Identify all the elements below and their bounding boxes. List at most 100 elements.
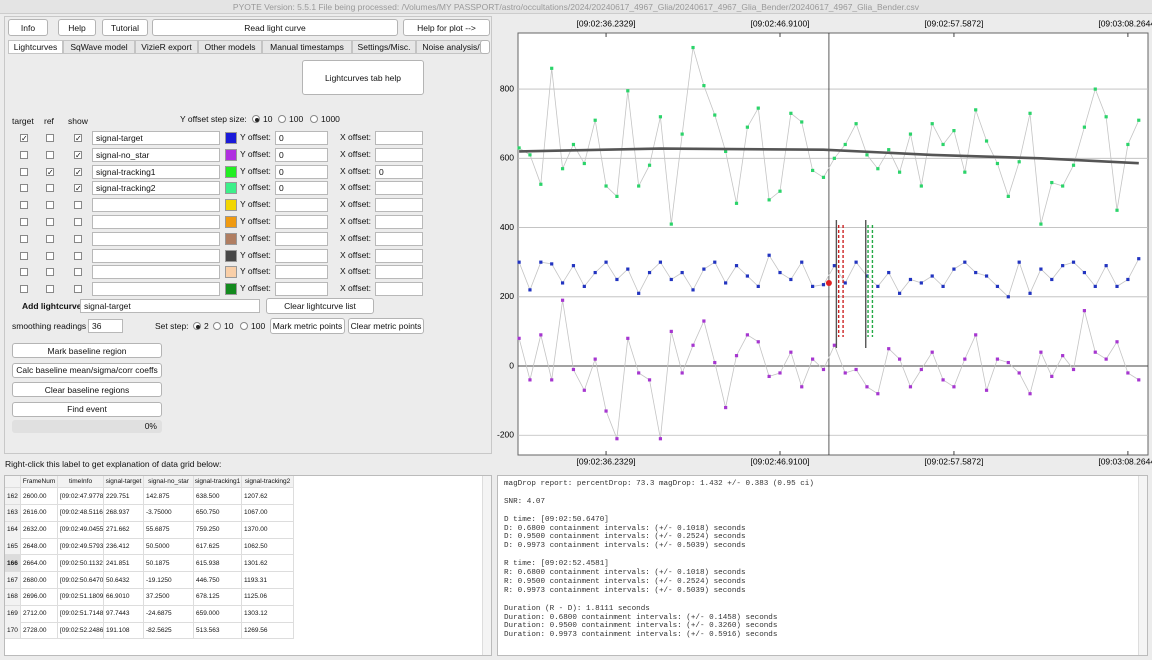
- checkbox[interactable]: [20, 150, 28, 159]
- grid-cell[interactable]: 1303.12: [242, 605, 294, 623]
- clear-metric-button[interactable]: Clear metric points: [348, 318, 424, 334]
- grid-cell[interactable]: 759.250: [194, 521, 242, 539]
- grid-cell[interactable]: 513.563: [194, 622, 242, 640]
- x-offset-input[interactable]: [375, 265, 423, 280]
- grid-cell[interactable]: 271.662: [104, 521, 144, 539]
- grid-cell[interactable]: 1301.62: [242, 555, 294, 573]
- grid-cell[interactable]: 229.751: [104, 488, 144, 505]
- color-swatch[interactable]: [225, 283, 237, 296]
- y-offset-input[interactable]: [275, 248, 328, 263]
- checkbox[interactable]: [46, 184, 54, 193]
- grid-cell[interactable]: 2680.00: [21, 572, 58, 589]
- x-offset-input[interactable]: [375, 248, 423, 263]
- color-swatch[interactable]: [225, 266, 237, 279]
- x-offset-input[interactable]: [375, 181, 423, 196]
- curve-name[interactable]: [92, 248, 220, 263]
- checkbox[interactable]: ✓: [74, 150, 82, 160]
- x-offset-input[interactable]: [375, 147, 423, 162]
- checkbox[interactable]: [20, 184, 28, 193]
- radio[interactable]: [252, 115, 260, 123]
- checkbox[interactable]: [20, 268, 28, 277]
- tab-scroll[interactable]: [480, 40, 490, 54]
- curve-name[interactable]: [92, 198, 220, 213]
- grid-cell[interactable]: 2632.00: [21, 521, 58, 539]
- radio[interactable]: [213, 322, 221, 330]
- checkbox[interactable]: [46, 201, 54, 210]
- checkbox[interactable]: [20, 285, 28, 294]
- grid-cell[interactable]: 191.108: [104, 622, 144, 640]
- curve-name[interactable]: [92, 215, 220, 229]
- grid-cell[interactable]: 50.6432: [104, 572, 144, 589]
- x-offset-input[interactable]: [375, 215, 423, 229]
- checkbox[interactable]: [20, 201, 28, 210]
- toolbar-button[interactable]: Read light curve: [152, 19, 398, 36]
- tab[interactable]: Other models: [198, 40, 262, 54]
- checkbox[interactable]: [74, 234, 82, 243]
- grid-cell[interactable]: [09:02:51.7148]: [58, 605, 104, 623]
- grid-cell[interactable]: [09:02:49.5793]: [58, 538, 104, 556]
- color-swatch[interactable]: [225, 182, 237, 195]
- x-offset-input[interactable]: [375, 231, 423, 246]
- y-offset-input[interactable]: 0: [275, 147, 328, 162]
- color-swatch[interactable]: [225, 165, 237, 178]
- grid-cell[interactable]: [09:02:50.1132]: [58, 555, 104, 573]
- radio[interactable]: [240, 322, 248, 330]
- checkbox[interactable]: [20, 218, 28, 226]
- grid-cell[interactable]: 617.625: [194, 538, 242, 556]
- action-button[interactable]: Find event: [12, 401, 162, 417]
- grid-cell[interactable]: 1207.62: [242, 488, 294, 505]
- y-offset-input[interactable]: 0: [275, 164, 328, 179]
- color-swatch[interactable]: [225, 199, 237, 212]
- grid-cell[interactable]: 1269.56: [242, 622, 294, 640]
- y-offset-input[interactable]: 0: [275, 181, 328, 196]
- grid-cell[interactable]: [09:02:48.5116]: [58, 504, 104, 522]
- checkbox[interactable]: [46, 218, 54, 226]
- curve-name[interactable]: [92, 282, 220, 297]
- grid-cell[interactable]: 142.875: [144, 488, 194, 505]
- action-button[interactable]: Clear baseline regions: [12, 382, 162, 397]
- grid-cell[interactable]: 55.6875: [144, 521, 194, 539]
- checkbox[interactable]: [74, 268, 82, 277]
- action-button[interactable]: Mark baseline region: [12, 343, 162, 358]
- curve-name[interactable]: signal-no_star: [92, 147, 220, 162]
- grid-cell[interactable]: 659.000: [194, 605, 242, 623]
- lightcurve-combo[interactable]: signal-target: [80, 299, 260, 313]
- checkbox[interactable]: ✓: [74, 184, 82, 194]
- grid-cell[interactable]: -82.5625: [144, 622, 194, 640]
- checkbox[interactable]: [74, 285, 82, 294]
- grid-cell[interactable]: 1370.00: [242, 521, 294, 539]
- checkbox[interactable]: ✓: [46, 167, 54, 177]
- y-offset-input[interactable]: [275, 282, 328, 297]
- grid-cell[interactable]: 241.851: [104, 555, 144, 573]
- toolbar-button[interactable]: Tutorial: [102, 19, 148, 36]
- grid-cell[interactable]: 2728.00: [21, 622, 58, 640]
- checkbox[interactable]: [74, 251, 82, 260]
- tab[interactable]: Settings/Misc.: [352, 40, 416, 54]
- grid-cell[interactable]: -19.1250: [144, 572, 194, 589]
- grid-cell[interactable]: [09:02:49.0455]: [58, 521, 104, 539]
- radio[interactable]: [278, 115, 286, 123]
- checkbox[interactable]: ✓: [74, 134, 82, 143]
- y-offset-input[interactable]: [275, 265, 328, 280]
- grid-cell[interactable]: 268.937: [104, 504, 144, 522]
- help-button[interactable]: Lightcurves tab help: [302, 60, 424, 95]
- grid-cell[interactable]: 2648.00: [21, 538, 58, 556]
- checkbox[interactable]: [46, 268, 54, 277]
- tab[interactable]: VizieR export: [135, 40, 198, 54]
- grid-cell[interactable]: 1062.50: [242, 538, 294, 556]
- radio[interactable]: [310, 115, 318, 123]
- grid-cell[interactable]: 446.750: [194, 572, 242, 589]
- checkbox[interactable]: ✓: [74, 167, 82, 177]
- tab[interactable]: SqWave model: [63, 40, 135, 54]
- toolbar-button[interactable]: Info: [8, 19, 48, 36]
- radio[interactable]: [193, 322, 201, 330]
- toolbar-button[interactable]: Help: [58, 19, 96, 36]
- grid-cell[interactable]: -24.6875: [144, 605, 194, 623]
- grid-cell[interactable]: 97.7443: [104, 605, 144, 623]
- grid-cell[interactable]: 2664.00: [21, 555, 58, 573]
- x-offset-input[interactable]: [375, 282, 423, 297]
- grid-cell[interactable]: 50.1875: [144, 555, 194, 573]
- curve-name[interactable]: signal-target: [92, 131, 220, 145]
- toolbar-button[interactable]: Help for plot -->: [403, 19, 490, 36]
- grid-cell[interactable]: [09:02:51.1809]: [58, 588, 104, 606]
